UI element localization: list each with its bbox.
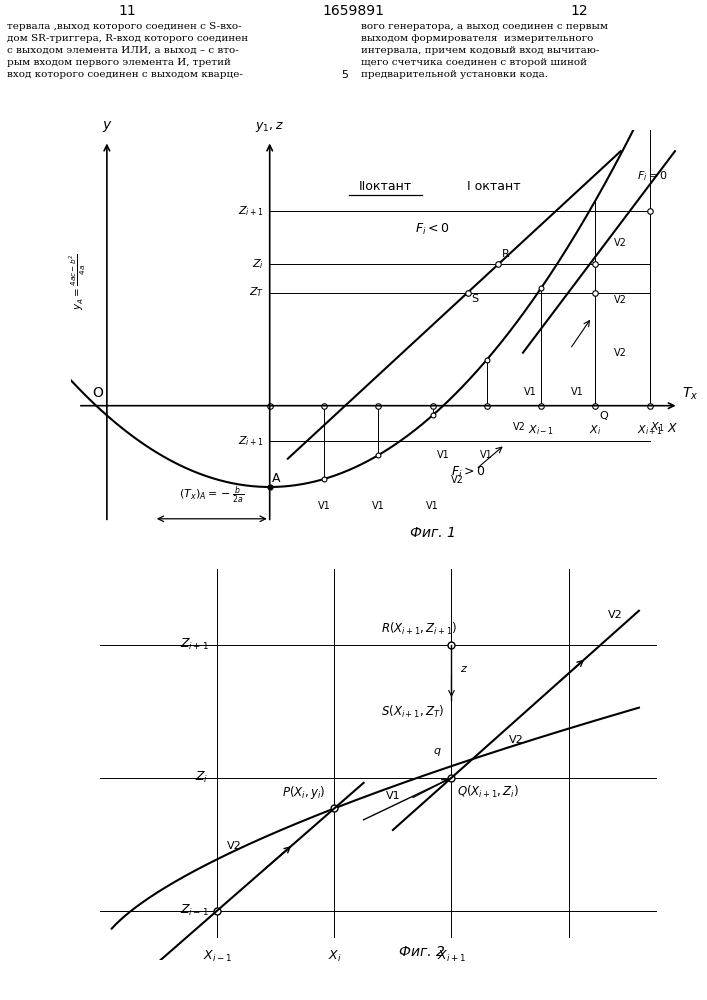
Text: $X_{i+1}$: $X_{i+1}$	[636, 423, 662, 437]
Text: Фиг. 2: Фиг. 2	[399, 945, 445, 959]
Text: $Z_i$: $Z_i$	[195, 770, 209, 785]
Text: V2: V2	[451, 475, 464, 485]
Text: V1: V1	[524, 387, 537, 397]
Text: R: R	[502, 249, 510, 259]
Text: V2: V2	[614, 295, 627, 305]
Text: 11: 11	[118, 4, 136, 18]
Text: $X_1$: $X_1$	[650, 420, 664, 434]
Text: V2: V2	[614, 238, 627, 248]
Text: $Z_{i-1}$: $Z_{i-1}$	[180, 903, 209, 918]
Text: A: A	[272, 472, 281, 485]
Text: $y$: $y$	[102, 119, 112, 134]
Text: $S(X_{i+1},Z_T)$: $S(X_{i+1},Z_T)$	[381, 704, 444, 720]
Text: Фиг. 1: Фиг. 1	[409, 526, 455, 540]
Text: 12: 12	[571, 4, 588, 18]
Text: $X_i$: $X_i$	[589, 423, 602, 437]
Text: I октант: I октант	[467, 180, 521, 193]
Text: $Z_{i+1}$: $Z_{i+1}$	[238, 434, 264, 448]
Text: $Z_{i+1}$: $Z_{i+1}$	[180, 637, 209, 652]
Text: X: X	[667, 422, 677, 435]
Text: V2: V2	[513, 422, 526, 432]
Text: IIоктант: IIоктант	[359, 180, 412, 193]
Text: Q: Q	[599, 411, 608, 421]
Text: V1: V1	[426, 501, 439, 511]
Text: $Q(X_{i+1},Z_i)$: $Q(X_{i+1},Z_i)$	[457, 783, 520, 800]
Text: V2: V2	[508, 735, 523, 745]
Text: $Z_i$: $Z_i$	[252, 257, 264, 271]
Text: V2: V2	[614, 348, 627, 358]
Text: O: O	[93, 386, 103, 400]
Text: $X_{i-1}$: $X_{i-1}$	[528, 423, 554, 437]
Text: 5: 5	[341, 70, 349, 80]
Text: $T_x$: $T_x$	[682, 386, 699, 402]
Text: V1: V1	[385, 791, 400, 801]
Text: V1: V1	[437, 450, 450, 460]
Text: вого генератора, а выход соединен с первым
выходом формирователя  измерительного: вого генератора, а выход соединен с перв…	[361, 22, 607, 79]
Text: V1: V1	[317, 501, 330, 511]
Text: V1: V1	[571, 387, 583, 397]
Text: $Z_T$: $Z_T$	[249, 286, 264, 299]
Text: $y_1, z$: $y_1, z$	[255, 120, 284, 134]
Text: 1659891: 1659891	[322, 4, 385, 18]
Text: $(T_x)_A=-\frac{b}{2a}$: $(T_x)_A=-\frac{b}{2a}$	[180, 485, 245, 506]
Text: V1: V1	[481, 450, 493, 460]
Text: $F_i < 0$: $F_i < 0$	[415, 221, 450, 237]
Text: V1: V1	[372, 501, 385, 511]
Text: $X_{i-1}$: $X_{i-1}$	[203, 949, 232, 964]
Text: $F_i=0$: $F_i=0$	[637, 169, 667, 183]
Text: $X_{i+1}$: $X_{i+1}$	[437, 949, 466, 964]
Text: $y_A=\frac{4ac-b^2}{4a}$: $y_A=\frac{4ac-b^2}{4a}$	[68, 253, 88, 310]
Text: V2: V2	[228, 841, 242, 851]
Text: q: q	[433, 746, 440, 756]
Text: S: S	[472, 294, 479, 304]
Text: z: z	[460, 664, 466, 674]
Text: тервала ,выход которого соединен с S-вхо-
дом SR-триггера, R-вход которого соеди: тервала ,выход которого соединен с S-вхо…	[7, 22, 248, 79]
Text: $P(X_i,y_i)$: $P(X_i,y_i)$	[282, 784, 325, 801]
Text: $R(X_{i+1}, Z_{i+1})$: $R(X_{i+1}, Z_{i+1})$	[381, 621, 457, 637]
Text: V2: V2	[608, 610, 623, 620]
Text: $F_i > 0$: $F_i > 0$	[452, 465, 486, 480]
Text: $X_i$: $X_i$	[327, 949, 341, 964]
Text: $Z_{i+1}$: $Z_{i+1}$	[238, 204, 264, 218]
